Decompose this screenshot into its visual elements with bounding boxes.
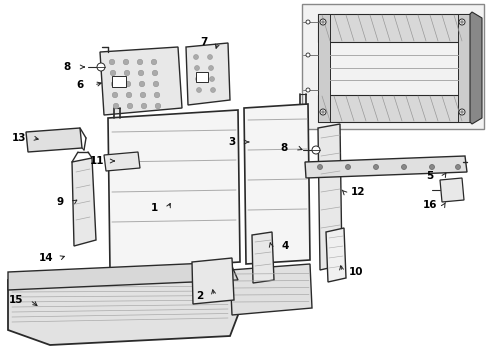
Circle shape <box>139 81 144 87</box>
Polygon shape <box>469 12 481 124</box>
Polygon shape <box>8 262 238 290</box>
Circle shape <box>401 165 406 170</box>
Circle shape <box>460 111 462 113</box>
Polygon shape <box>305 156 466 178</box>
Bar <box>302 4 483 129</box>
Circle shape <box>137 59 142 65</box>
Circle shape <box>460 21 462 23</box>
Circle shape <box>140 92 145 98</box>
Text: 9: 9 <box>56 197 63 207</box>
Circle shape <box>209 77 214 81</box>
Polygon shape <box>185 43 229 105</box>
Circle shape <box>113 103 119 109</box>
Circle shape <box>153 81 159 87</box>
Circle shape <box>97 63 105 71</box>
Polygon shape <box>26 128 82 152</box>
Polygon shape <box>251 232 273 283</box>
Circle shape <box>319 109 325 115</box>
Polygon shape <box>244 104 309 264</box>
Text: 15: 15 <box>9 295 23 305</box>
Text: 13: 13 <box>12 133 26 143</box>
Text: 11: 11 <box>90 156 104 166</box>
Text: 8: 8 <box>280 143 287 153</box>
Polygon shape <box>100 47 182 115</box>
Text: 5: 5 <box>426 171 433 181</box>
Circle shape <box>305 20 309 24</box>
Text: 16: 16 <box>422 200 436 210</box>
Circle shape <box>454 165 460 170</box>
Text: 3: 3 <box>228 137 235 147</box>
Circle shape <box>458 109 464 115</box>
Text: 1: 1 <box>150 203 157 213</box>
Polygon shape <box>108 110 240 270</box>
Text: 10: 10 <box>348 267 363 277</box>
Circle shape <box>155 103 161 109</box>
Circle shape <box>152 70 158 76</box>
Text: 7: 7 <box>200 37 207 47</box>
Text: 2: 2 <box>196 291 203 301</box>
Circle shape <box>110 70 116 76</box>
Circle shape <box>193 54 198 59</box>
Polygon shape <box>317 95 469 122</box>
Circle shape <box>373 165 378 170</box>
Circle shape <box>210 87 215 93</box>
Polygon shape <box>325 228 346 282</box>
Text: 14: 14 <box>39 253 53 263</box>
Circle shape <box>458 19 464 25</box>
Circle shape <box>196 87 201 93</box>
Polygon shape <box>457 14 469 122</box>
Circle shape <box>321 21 324 23</box>
Circle shape <box>311 146 319 154</box>
Bar <box>112 76 126 87</box>
Circle shape <box>141 103 146 109</box>
Text: 8: 8 <box>63 62 70 72</box>
Polygon shape <box>8 270 238 345</box>
Circle shape <box>317 165 322 170</box>
Bar <box>196 72 207 82</box>
Circle shape <box>345 165 350 170</box>
Polygon shape <box>192 258 234 304</box>
Circle shape <box>111 81 117 87</box>
Polygon shape <box>229 264 311 315</box>
Polygon shape <box>317 124 341 270</box>
Circle shape <box>207 54 212 59</box>
Circle shape <box>305 53 309 57</box>
Polygon shape <box>317 14 329 122</box>
Text: 4: 4 <box>281 241 288 251</box>
Circle shape <box>428 165 434 170</box>
Circle shape <box>138 70 143 76</box>
Circle shape <box>194 66 199 71</box>
Circle shape <box>208 66 213 71</box>
Circle shape <box>321 111 324 113</box>
Polygon shape <box>72 158 96 246</box>
Polygon shape <box>104 152 140 171</box>
Text: 12: 12 <box>350 187 365 197</box>
Circle shape <box>124 70 129 76</box>
Circle shape <box>305 88 309 92</box>
Circle shape <box>319 19 325 25</box>
Polygon shape <box>317 14 469 42</box>
Circle shape <box>112 92 118 98</box>
Circle shape <box>125 81 130 87</box>
Circle shape <box>123 59 128 65</box>
Circle shape <box>151 59 157 65</box>
Circle shape <box>109 59 115 65</box>
Polygon shape <box>439 178 463 202</box>
Circle shape <box>154 92 160 98</box>
Circle shape <box>195 77 200 81</box>
Text: 6: 6 <box>76 80 83 90</box>
Circle shape <box>127 103 133 109</box>
Circle shape <box>126 92 132 98</box>
